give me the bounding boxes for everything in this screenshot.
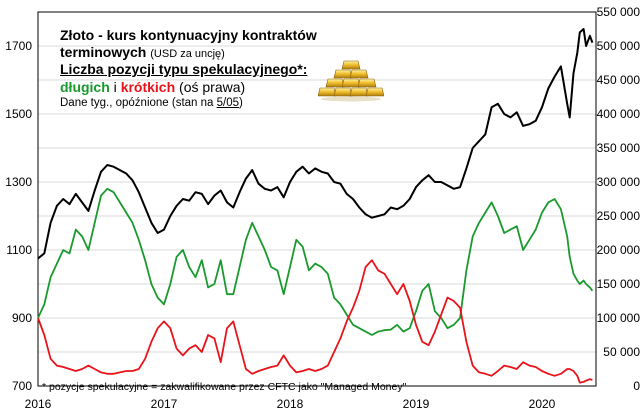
right-tick-label: 350 000 (597, 141, 641, 155)
x-axis-ticks: 2016 2017 2018 2019 2020 (25, 397, 556, 411)
legend-title-line2: terminowych (60, 44, 147, 61)
right-tick-label: 0 (633, 379, 640, 393)
legend-data-close: ) (239, 96, 243, 109)
left-tick-label: 1500 (5, 107, 32, 121)
gridlines (38, 45, 596, 353)
left-tick-label: 1300 (5, 175, 32, 189)
legend-joiner: i (113, 78, 117, 95)
right-tick-label: 550 000 (597, 5, 641, 19)
gold-bars-icon (318, 60, 384, 102)
left-axis-ticks: 700 900 1100 1300 1500 1700 (5, 39, 32, 393)
x-tick-label: 2019 (403, 397, 430, 411)
right-tick-label: 150 000 (597, 277, 641, 291)
legend-series-line: długich i krótkich (oś prawa) (60, 79, 340, 96)
left-tick-label: 900 (12, 311, 32, 325)
chart-legend: Złoto - kurs kontynuacyjny kontraktów te… (60, 27, 340, 110)
legend-long-label: długich (60, 78, 110, 95)
legend-data-note-text: Dane tyg., opóźnione (stan na (60, 96, 214, 109)
legend-positions-heading: Liczba pozycji typu spekulacyjnego*: (60, 61, 308, 78)
long-positions-line (37, 187, 594, 336)
legend-title: Złoto - kurs kontynuacyjny kontraktów te… (60, 27, 340, 61)
gold-price-line (37, 28, 594, 260)
right-axis-ticks: 0 50 000 100 000 150 000 200 000 250 000 300 0… (597, 5, 641, 393)
footnote: * pozycje spekulacyjne = zakwalifikowane… (42, 381, 407, 393)
left-tick-label: 1700 (5, 39, 32, 53)
right-tick-label: 500 000 (597, 39, 641, 53)
left-tick-label: 700 (12, 379, 32, 393)
plot-frame (37, 11, 597, 387)
x-tick-label: 2017 (151, 397, 178, 411)
legend-axis-note: (oś prawa) (179, 78, 246, 95)
right-tick-label: 100 000 (597, 311, 641, 325)
series-layer (37, 28, 594, 384)
right-tick-label: 400 000 (597, 107, 641, 121)
legend-data-note: Dane tyg., opóźnione (stan na 5/05) (60, 96, 340, 110)
right-tick-label: 250 000 (597, 209, 641, 223)
short-positions-line (37, 259, 593, 384)
legend-short-label: krótkich (120, 78, 176, 95)
x-tick-label: 2018 (277, 397, 304, 411)
x-tick-label: 2016 (25, 397, 52, 411)
right-tick-label: 50 000 (603, 345, 640, 359)
left-tick-label: 1100 (6, 243, 32, 257)
right-tick-label: 200 000 (597, 243, 641, 257)
right-tick-label: 300 000 (597, 175, 641, 189)
legend-unit: (USD za uncję) (150, 48, 225, 61)
legend-data-date: 5/05 (216, 96, 240, 109)
legend-title-line1: Złoto - kurs kontynuacyjny kontraktów (60, 27, 317, 43)
right-tick-label: 450 000 (597, 73, 641, 87)
x-tick-label: 2020 (529, 397, 556, 411)
